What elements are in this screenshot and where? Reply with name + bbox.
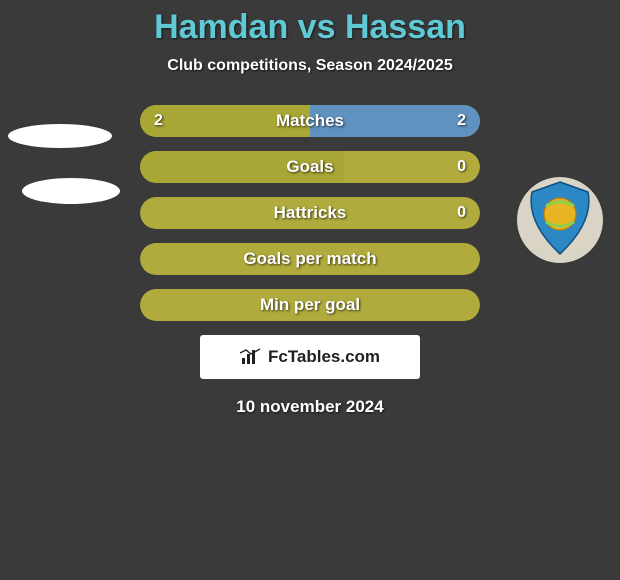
attribution-box: FcTables.com	[200, 335, 420, 379]
player1-avatar-placeholder-2	[22, 178, 120, 204]
stat-bar-row: 22Matches	[140, 105, 480, 137]
date-text: 10 november 2024	[0, 397, 620, 417]
stat-bar-row: 0Goals	[140, 151, 480, 183]
bar-label: Goals per match	[140, 243, 480, 275]
stat-bar-row: 0Hattricks	[140, 197, 480, 229]
stat-bar-row: Goals per match	[140, 243, 480, 275]
bar-label: Matches	[140, 105, 480, 137]
bar-label: Hattricks	[140, 197, 480, 229]
page-subtitle: Club competitions, Season 2024/2025	[0, 57, 620, 75]
shield-icon	[516, 176, 604, 264]
page-title: Hamdan vs Hassan	[0, 0, 620, 47]
chart-icon	[240, 348, 262, 366]
stat-bar-row: Min per goal	[140, 289, 480, 321]
attribution-text: FcTables.com	[268, 347, 380, 367]
bar-label: Goals	[140, 151, 480, 183]
player1-avatar-placeholder-1	[8, 124, 112, 148]
bar-label: Min per goal	[140, 289, 480, 321]
comparison-chart: 22Matches 0Goals 0Hattricks Goals per match…	[140, 105, 480, 321]
club-badge	[516, 176, 604, 264]
